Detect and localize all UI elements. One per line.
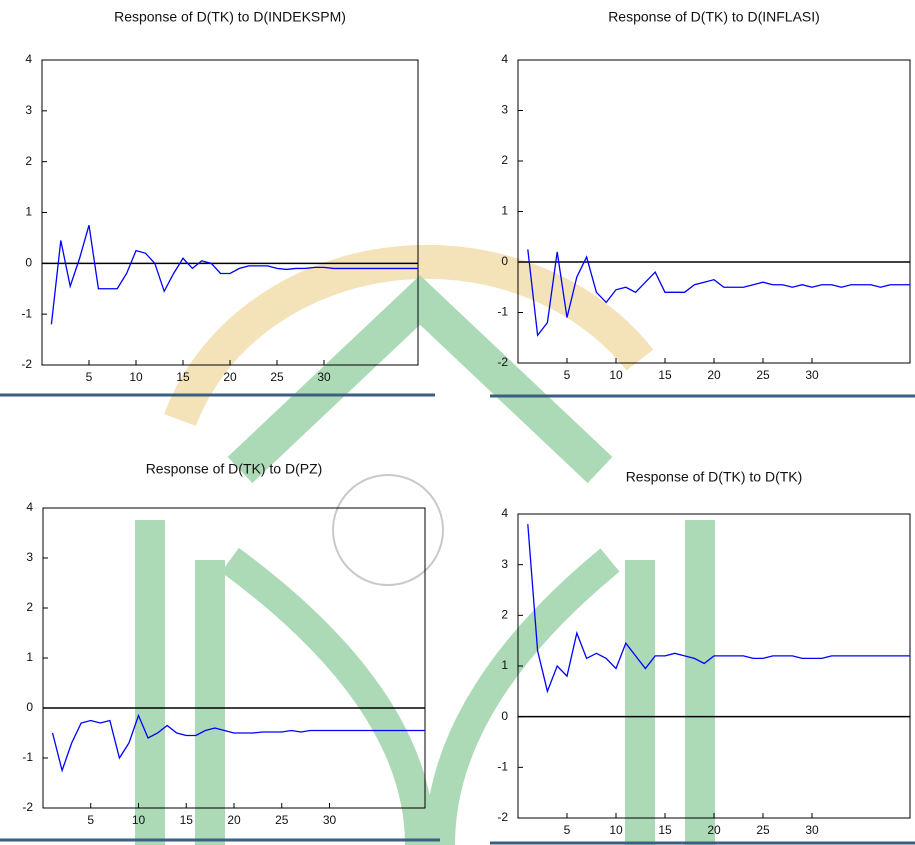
y-tick-label: -2 bbox=[22, 800, 33, 814]
chart-title: Response of D(TK) to D(TK) bbox=[626, 469, 803, 485]
x-tick-label: 20 bbox=[227, 813, 241, 827]
y-tick-label: 2 bbox=[26, 600, 33, 614]
x-tick-label: 20 bbox=[223, 370, 237, 384]
y-tick-label: 3 bbox=[25, 103, 32, 117]
y-tick-label: 1 bbox=[26, 650, 33, 664]
y-tick-label: 1 bbox=[501, 204, 508, 218]
x-tick-label: 30 bbox=[805, 368, 819, 382]
x-tick-label: 10 bbox=[609, 368, 623, 382]
plot-frame bbox=[43, 508, 425, 808]
y-tick-label: 1 bbox=[25, 205, 32, 219]
x-tick-label: 10 bbox=[609, 823, 623, 837]
y-tick-label: 0 bbox=[26, 700, 33, 714]
y-tick-label: 1 bbox=[501, 658, 508, 672]
x-tick-label: 5 bbox=[564, 823, 571, 837]
x-tick-label: 5 bbox=[86, 370, 93, 384]
x-tick-label: 25 bbox=[756, 368, 770, 382]
chart-title: Response of D(TK) to D(PZ) bbox=[146, 461, 323, 477]
y-tick-label: -2 bbox=[497, 355, 508, 369]
chart-title: Response of D(TK) to D(INDEKSPM) bbox=[114, 9, 346, 25]
x-tick-label: 30 bbox=[323, 813, 337, 827]
y-tick-label: -1 bbox=[497, 760, 508, 774]
y-tick-label: 3 bbox=[501, 557, 508, 571]
y-tick-label: -1 bbox=[21, 306, 32, 320]
x-tick-label: 25 bbox=[756, 823, 770, 837]
watermark-roof bbox=[240, 300, 600, 470]
y-tick-label: 0 bbox=[25, 256, 32, 270]
chart-title: Response of D(TK) to D(INFLASI) bbox=[608, 9, 820, 25]
x-tick-label: 30 bbox=[805, 823, 819, 837]
y-tick-label: -1 bbox=[497, 305, 508, 319]
x-tick-label: 25 bbox=[270, 370, 284, 384]
watermark-globe bbox=[333, 475, 443, 585]
y-tick-label: 0 bbox=[501, 254, 508, 268]
y-tick-label: 0 bbox=[501, 709, 508, 723]
y-tick-label: -2 bbox=[21, 357, 32, 371]
x-tick-label: 15 bbox=[658, 823, 672, 837]
y-tick-label: 2 bbox=[501, 608, 508, 622]
x-tick-label: 20 bbox=[707, 368, 721, 382]
x-tick-label: 15 bbox=[176, 370, 190, 384]
y-tick-label: -1 bbox=[22, 750, 33, 764]
response-line bbox=[528, 524, 910, 691]
y-tick-label: 2 bbox=[25, 154, 32, 168]
x-tick-label: 5 bbox=[87, 813, 94, 827]
x-tick-label: 10 bbox=[129, 370, 143, 384]
x-tick-label: 20 bbox=[707, 823, 721, 837]
watermark-curves bbox=[230, 560, 610, 845]
x-tick-label: 15 bbox=[658, 368, 672, 382]
x-tick-label: 10 bbox=[132, 813, 146, 827]
y-tick-label: 4 bbox=[25, 52, 32, 66]
y-tick-label: 2 bbox=[501, 153, 508, 167]
x-tick-label: 15 bbox=[180, 813, 194, 827]
x-tick-label: 25 bbox=[275, 813, 289, 827]
y-tick-label: 3 bbox=[501, 103, 508, 117]
y-tick-label: 4 bbox=[501, 506, 508, 520]
y-tick-label: -2 bbox=[497, 810, 508, 824]
x-tick-label: 30 bbox=[317, 370, 331, 384]
y-tick-label: 4 bbox=[26, 500, 33, 514]
y-tick-label: 4 bbox=[501, 52, 508, 66]
x-tick-label: 5 bbox=[564, 368, 571, 382]
y-tick-label: 3 bbox=[26, 550, 33, 564]
page: Response of D(TK) to D(INDEKSPM) -2 -1 0 1 2 3… bbox=[0, 0, 915, 845]
